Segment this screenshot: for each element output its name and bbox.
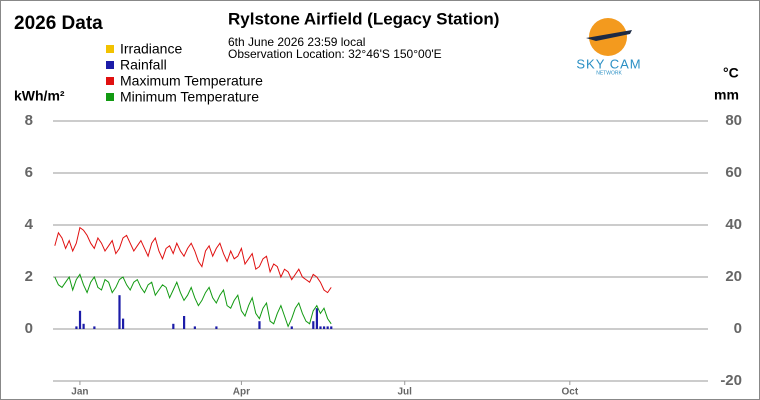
rain-bar <box>121 318 125 329</box>
y2-tick-label: 0 <box>734 320 742 337</box>
rain-bar <box>215 326 218 329</box>
legend-label: Minimum Temperature <box>120 89 259 105</box>
y2-tick-label: 60 <box>725 164 742 181</box>
legend-swatch <box>106 93 114 101</box>
logo: SKY CAM NETWORK <box>576 18 641 76</box>
x-tick-label: Jan <box>71 387 88 398</box>
series-line <box>54 273 332 328</box>
y2-axis-label: mm <box>714 87 739 103</box>
rain-bar <box>312 321 315 329</box>
legend-label: Irradiance <box>120 41 182 57</box>
series-line <box>54 226 332 294</box>
legend-swatch <box>106 61 114 69</box>
rain-bar <box>82 323 85 329</box>
legend-label: Rainfall <box>120 57 167 73</box>
logo-text: SKY CAM <box>576 56 641 71</box>
legend-swatch <box>106 77 114 85</box>
corner-title: 2026 Data <box>14 13 103 34</box>
rain-bar <box>290 326 293 329</box>
y2-tick-label: -20 <box>720 372 742 389</box>
rain-bar <box>183 316 186 329</box>
x-tick-label: Oct <box>561 387 578 398</box>
rain-bar <box>193 326 196 329</box>
chart-title: Rylstone Airfield (Legacy Station) <box>228 9 499 28</box>
rain-bar <box>315 308 318 329</box>
rain-bar <box>93 326 96 329</box>
rain-bar <box>258 321 261 329</box>
subtitle: Observation Location: 32°46'S 150°00'E <box>228 47 442 61</box>
x-tick-label: Apr <box>233 387 250 398</box>
y2-axis-label: °C <box>723 65 739 81</box>
rain-bar <box>322 326 326 329</box>
rain-bar <box>172 323 175 329</box>
rain-bar <box>118 295 121 329</box>
logo-subtext: NETWORK <box>596 70 622 76</box>
y-axis-label: kWh/m² <box>14 88 65 104</box>
y2-tick-label: 80 <box>725 112 742 129</box>
subtitle: 6th June 2026 23:59 local <box>228 35 365 49</box>
y-tick-label: 2 <box>25 268 33 285</box>
rain-bar <box>78 310 82 329</box>
legend-swatch <box>106 45 114 53</box>
legend-label: Maximum Temperature <box>120 73 263 89</box>
y-tick-label: 0 <box>25 320 33 337</box>
y2-tick-label: 20 <box>725 268 742 285</box>
rain-bar <box>319 326 322 329</box>
x-tick-label: Jul <box>397 387 412 398</box>
logo-plane <box>586 30 632 41</box>
y-tick-label: 8 <box>25 112 33 129</box>
rain-bar <box>75 326 78 329</box>
y-tick-label: 6 <box>25 164 33 181</box>
rain-bar <box>326 326 329 329</box>
rain-bar <box>330 326 333 329</box>
y-tick-label: 4 <box>25 216 34 233</box>
y2-tick-label: 40 <box>725 216 742 233</box>
